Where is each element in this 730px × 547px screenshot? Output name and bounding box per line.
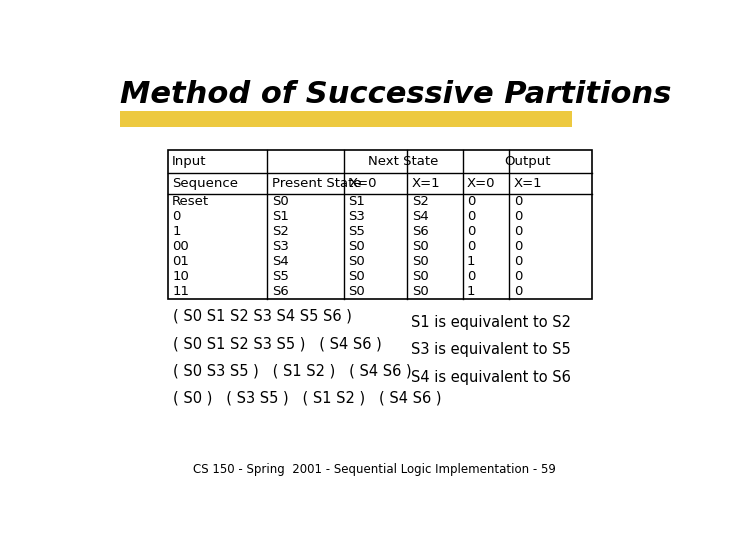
- Text: 0: 0: [514, 210, 522, 223]
- Bar: [120, 110, 572, 127]
- Text: 1: 1: [467, 286, 475, 298]
- Text: S0: S0: [412, 240, 429, 253]
- Text: S3: S3: [272, 240, 289, 253]
- Text: 10: 10: [172, 270, 189, 283]
- Text: S3 is equivalent to S5: S3 is equivalent to S5: [411, 342, 571, 357]
- Text: Input: Input: [172, 155, 207, 168]
- Text: S5: S5: [272, 270, 289, 283]
- Bar: [168, 150, 592, 299]
- Text: S4 is equivalent to S6: S4 is equivalent to S6: [411, 370, 571, 385]
- Text: S4: S4: [412, 210, 429, 223]
- Text: 0: 0: [467, 195, 475, 208]
- Text: 0: 0: [514, 286, 522, 298]
- Text: S0: S0: [348, 270, 365, 283]
- Text: S1: S1: [348, 195, 365, 208]
- Text: 0: 0: [514, 225, 522, 238]
- Text: X=1: X=1: [412, 177, 440, 190]
- Text: 0: 0: [514, 195, 522, 208]
- Text: 0: 0: [467, 225, 475, 238]
- Text: Present State: Present State: [272, 177, 361, 190]
- Text: ( S0 S3 S5 )   ( S1 S2 )   ( S4 S6 ): ( S0 S3 S5 ) ( S1 S2 ) ( S4 S6 ): [173, 364, 412, 379]
- Text: 1: 1: [172, 225, 180, 238]
- Text: S1 is equivalent to S2: S1 is equivalent to S2: [411, 315, 571, 330]
- Text: ( S0 S1 S2 S3 S5 )   ( S4 S6 ): ( S0 S1 S2 S3 S5 ) ( S4 S6 ): [173, 336, 382, 351]
- Text: S0: S0: [412, 270, 429, 283]
- Text: S3: S3: [348, 210, 365, 223]
- Text: ( S0 )   ( S3 S5 )   ( S1 S2 )   ( S4 S6 ): ( S0 ) ( S3 S5 ) ( S1 S2 ) ( S4 S6 ): [173, 391, 442, 406]
- Text: 01: 01: [172, 255, 189, 268]
- Text: CS 150 - Spring  2001 - Sequential Logic Implementation - 59: CS 150 - Spring 2001 - Sequential Logic …: [193, 463, 556, 476]
- Text: 1: 1: [467, 255, 475, 268]
- Text: S6: S6: [272, 286, 288, 298]
- Text: 0: 0: [467, 270, 475, 283]
- Text: S0: S0: [412, 286, 429, 298]
- Text: S4: S4: [272, 255, 288, 268]
- Text: 0: 0: [514, 240, 522, 253]
- Text: S5: S5: [348, 225, 365, 238]
- Text: 0: 0: [467, 240, 475, 253]
- Text: 0: 0: [467, 210, 475, 223]
- Text: S0: S0: [348, 240, 365, 253]
- Text: S0: S0: [272, 195, 288, 208]
- Text: S2: S2: [272, 225, 289, 238]
- Text: 0: 0: [172, 210, 180, 223]
- Text: S0: S0: [348, 286, 365, 298]
- Text: ( S0 S1 S2 S3 S4 S5 S6 ): ( S0 S1 S2 S3 S4 S5 S6 ): [173, 309, 352, 324]
- Text: 11: 11: [172, 286, 189, 298]
- Text: 00: 00: [172, 240, 189, 253]
- Text: Next State: Next State: [368, 155, 438, 168]
- Text: 0: 0: [514, 255, 522, 268]
- Text: S6: S6: [412, 225, 429, 238]
- Text: Sequence: Sequence: [172, 177, 238, 190]
- Text: X=1: X=1: [514, 177, 542, 190]
- Text: S2: S2: [412, 195, 429, 208]
- Text: X=0: X=0: [348, 177, 377, 190]
- Text: S1: S1: [272, 210, 289, 223]
- Text: 0: 0: [514, 270, 522, 283]
- Text: Output: Output: [504, 155, 550, 168]
- Text: X=0: X=0: [467, 177, 496, 190]
- Text: Method of Successive Partitions: Method of Successive Partitions: [120, 80, 671, 109]
- Text: Reset: Reset: [172, 195, 210, 208]
- Text: S0: S0: [348, 255, 365, 268]
- Text: S0: S0: [412, 255, 429, 268]
